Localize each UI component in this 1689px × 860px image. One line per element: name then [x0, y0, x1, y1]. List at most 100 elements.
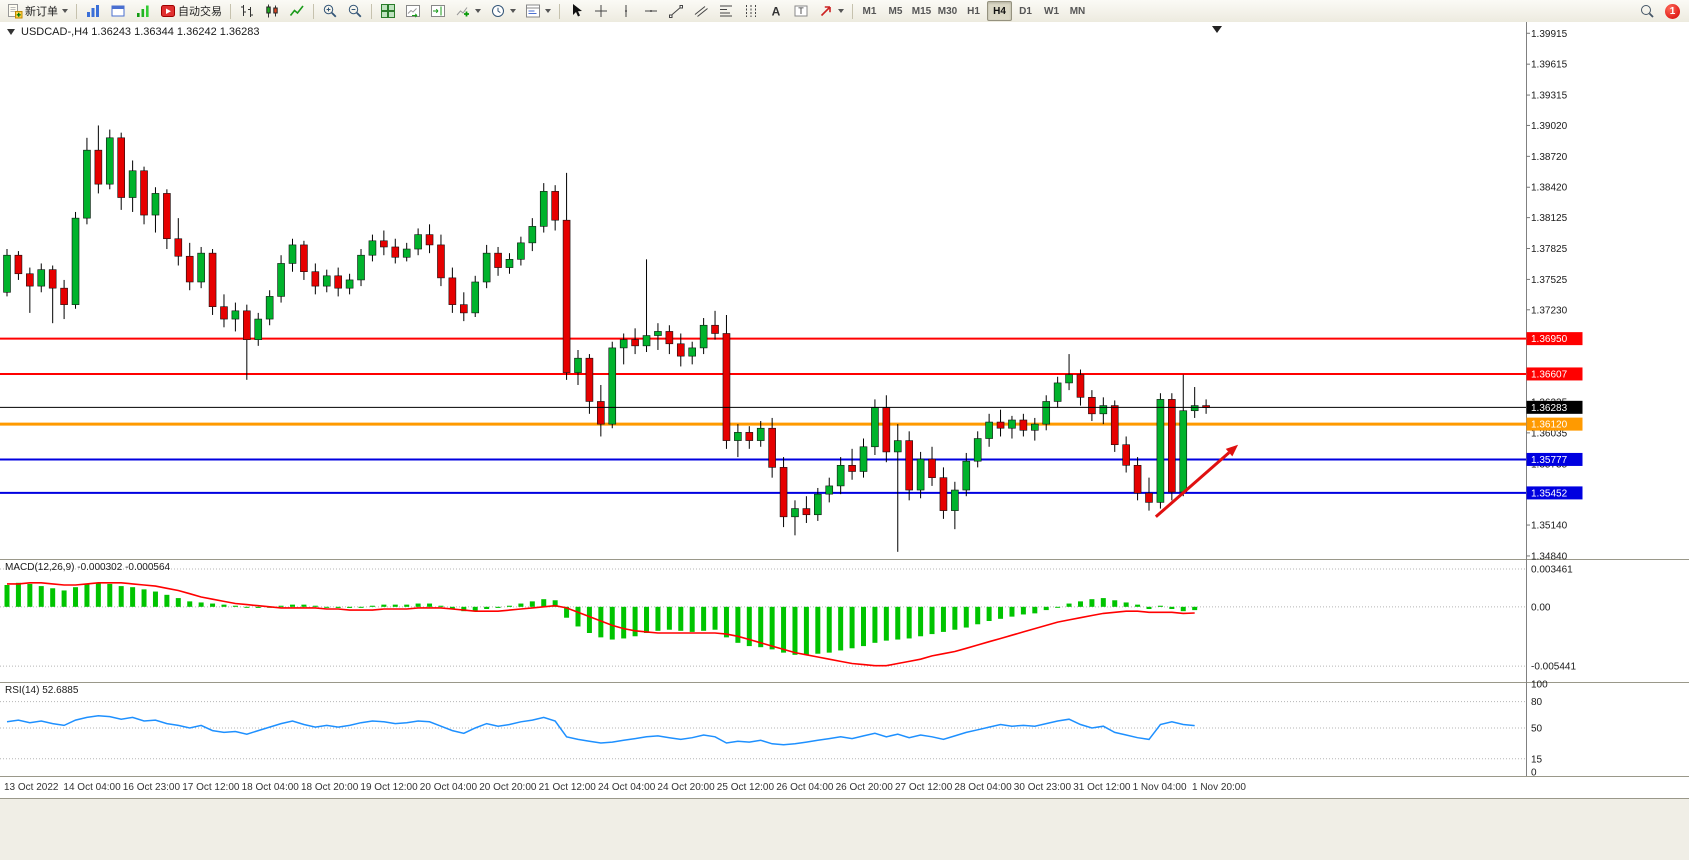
price-axis-label: 1.38420: [1531, 183, 1568, 194]
trendline-button[interactable]: [664, 1, 688, 21]
time-axis-label: 1 Nov 04:00: [1133, 782, 1187, 793]
macd-histogram-bar: [918, 606, 924, 637]
timeframe-h1-button[interactable]: H1: [961, 1, 986, 21]
candle-up: [414, 234, 422, 250]
chart-window-button[interactable]: [81, 1, 105, 21]
timeframe-m5-button[interactable]: M5: [883, 1, 908, 21]
toolbar-separator: [76, 3, 77, 19]
candle-down: [996, 421, 1005, 429]
timeframe-m15-button[interactable]: M15: [909, 1, 934, 21]
candlesticks: [3, 125, 1210, 552]
macd-histogram-bar: [449, 606, 455, 609]
bars-chart-button[interactable]: [235, 1, 259, 21]
candlestick-chart-button[interactable]: [260, 1, 284, 21]
notification-badge[interactable]: 1: [1665, 3, 1680, 19]
chart-shift-icon: [431, 5, 445, 17]
label-button[interactable]: T: [789, 1, 813, 21]
candle-up: [3, 254, 11, 293]
auto-trading-label: 自动交易: [178, 6, 222, 18]
cycle-lines-button[interactable]: [739, 1, 763, 21]
channel-button[interactable]: [689, 1, 713, 21]
crosshair-button[interactable]: [589, 1, 613, 21]
arrow-line[interactable]: [1154, 451, 1231, 518]
price-line-tag: [1526, 332, 1583, 346]
macd-histogram-bar: [1055, 606, 1061, 608]
cursor-icon: [573, 4, 582, 17]
price-line-tag-label: 1.35777: [1531, 455, 1568, 466]
timeframe-w1-button[interactable]: W1: [1039, 1, 1064, 21]
toolbar-separator: [313, 3, 314, 19]
vertical-line-button[interactable]: [614, 1, 638, 21]
timeframe-m1-button[interactable]: M1: [857, 1, 882, 21]
timeframe-h4-button[interactable]: H4: [987, 1, 1012, 21]
timeframe-m30-button[interactable]: M30: [935, 1, 960, 21]
timeframe-d1-button[interactable]: D1: [1013, 1, 1038, 21]
candle-up: [517, 242, 525, 260]
dropdown-caret-icon: [62, 9, 68, 13]
macd-histogram-bar: [404, 604, 410, 607]
signal-button[interactable]: [131, 1, 155, 21]
crosshair-icon: [595, 5, 607, 17]
vertical-line-icon: [625, 5, 627, 17]
chart-area[interactable]: 1.39915 1.39615 1.39315 1.39020 1.38720 1.384…: [0, 22, 1689, 860]
tile-windows-button[interactable]: [376, 1, 400, 21]
candle-down: [425, 234, 434, 246]
candle-down: [1076, 374, 1085, 398]
chart-shift-marker-icon[interactable]: [1212, 26, 1222, 33]
text-button[interactable]: A: [764, 1, 788, 21]
macd-histogram-bar: [861, 606, 866, 647]
candle-up: [357, 254, 365, 281]
dropdown-caret-icon: [838, 9, 844, 13]
horizontal-line-button[interactable]: [639, 1, 663, 21]
candle-up: [642, 335, 651, 347]
candle-up: [1008, 419, 1016, 429]
time-axis-label: 20 Oct 20:00: [479, 782, 537, 793]
periods-button[interactable]: [486, 1, 520, 21]
zoom-out-button[interactable]: [343, 1, 367, 21]
macd-signal-line: [7, 581, 1195, 667]
macd-histogram-bar: [130, 587, 136, 607]
candle-down: [300, 244, 308, 272]
signal-bars-icon: [137, 5, 149, 17]
time-axis-label: 30 Oct 23:00: [1014, 782, 1072, 793]
arrows-button[interactable]: [814, 1, 848, 21]
timeframe-mn-button[interactable]: MN: [1065, 1, 1090, 21]
time-axis-label: 17 Oct 12:00: [182, 782, 240, 793]
toolbar-separator: [230, 3, 231, 19]
macd-histogram-bar: [506, 605, 512, 607]
candle-down: [117, 137, 125, 198]
fibonacci-button[interactable]: [714, 1, 738, 21]
macd-histogram-bar: [1077, 601, 1083, 607]
line-chart-button[interactable]: [285, 1, 309, 21]
candle-down: [779, 467, 788, 518]
macd-histogram-bar: [324, 606, 330, 608]
candle-down: [711, 324, 719, 334]
macd-histogram-bar: [712, 606, 718, 630]
rsi-axis-label: 80: [1531, 697, 1543, 708]
auto-scroll-button[interactable]: [401, 1, 425, 21]
auto-trading-button[interactable]: 自动交易: [156, 1, 226, 21]
zoom-in-button[interactable]: [318, 1, 342, 21]
candle-down: [380, 240, 388, 248]
rsi-line: [6, 714, 1195, 746]
indicators-button[interactable]: [451, 1, 485, 21]
macd-histogram-bar: [746, 606, 752, 647]
svg-text:T: T: [798, 6, 804, 16]
templates-button[interactable]: [521, 1, 555, 21]
candle-up: [574, 357, 582, 373]
candle-up: [254, 318, 263, 340]
search-button[interactable]: [1635, 1, 1659, 21]
candle-up: [791, 508, 799, 518]
chart-shift-button[interactable]: [426, 1, 450, 21]
price-chart[interactable]: 1.39915 1.39615 1.39315 1.39020 1.38720 1.384…: [0, 22, 1689, 860]
macd-histogram-bar: [221, 604, 227, 607]
trendline-icon: [669, 5, 683, 18]
new-order-button[interactable]: 新订单: [3, 1, 72, 21]
price-line-tag: [1526, 417, 1583, 431]
macd-histogram-bar: [998, 606, 1004, 619]
macd-histogram-bar: [655, 606, 661, 631]
macd-histogram-bar: [495, 606, 501, 608]
cursor-button[interactable]: [564, 1, 588, 21]
data-window-button[interactable]: [106, 1, 130, 21]
